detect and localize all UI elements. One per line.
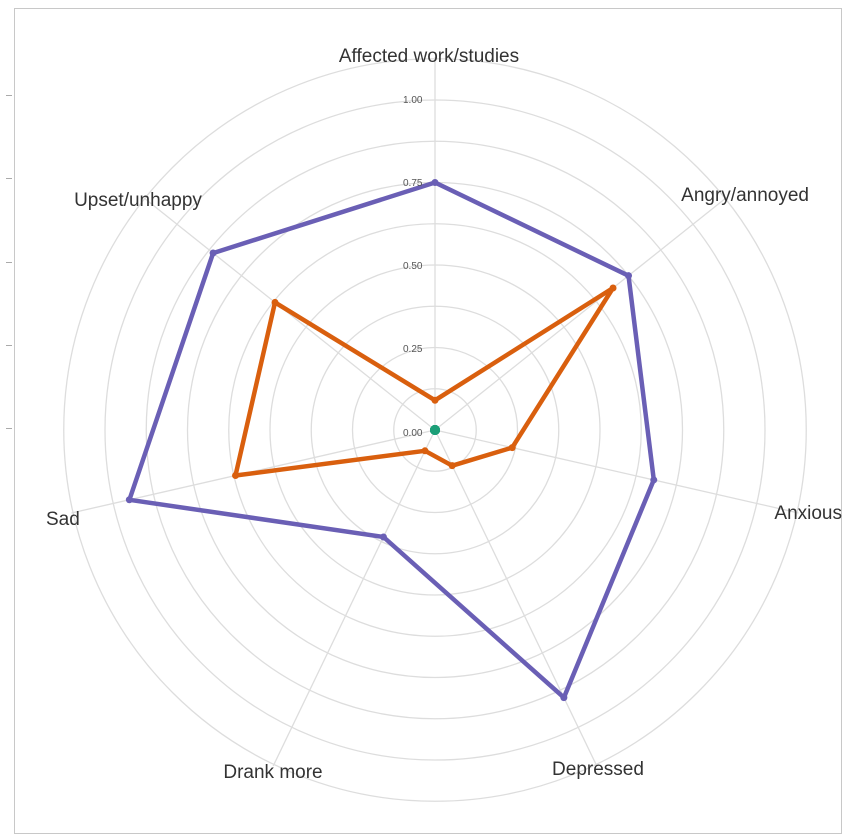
series-layer [125,179,658,702]
left-axis-tick [6,345,12,346]
radial-tick-label-1: 0.25 [403,344,423,355]
left-axis-tick [6,262,12,263]
series-0-point-2 [650,476,658,484]
series-1-point-2 [508,444,516,452]
series-0-point-0 [431,179,439,186]
axis-label-anxious: Anxious [774,503,842,524]
grid-spoke [143,196,436,431]
grid-spoke [434,429,799,514]
labels: Affected work/studies Angry/annoyed Anxi… [46,46,842,783]
series-0-point-6 [209,249,217,257]
grid-spoke [272,429,436,767]
series-0-point-3 [560,694,568,702]
radial-tick-label-3: 0.75 [403,178,423,189]
axis-label-depressed: Depressed [552,759,644,780]
series-0-point-4 [379,533,387,541]
axis-label-angry-annoyed: Angry/annoyed [681,185,809,206]
series-line-0 [127,180,657,700]
series-1-point-5 [232,472,240,480]
axis-label-sad: Sad [46,509,80,530]
series-line-1 [233,285,616,478]
left-axis-tick [6,95,12,96]
series-1-point-4 [421,447,429,455]
radial-tick-label-0: 0.00 [403,428,423,439]
grid-spoke [434,429,598,767]
left-axis-tick [6,428,12,429]
chart-frame [14,8,842,834]
series-0-point-1 [625,272,633,280]
series-0-point-5 [125,496,133,504]
radial-tick-label-2: 0.50 [403,261,423,272]
series-1-point-0 [431,396,439,404]
radial-tick-label-4: 1.00 [403,95,423,106]
series-1-point-6 [271,298,279,306]
axis-label-affected-work-studies: Affected work/studies [339,46,519,67]
axis-label-drank-more: Drank more [223,762,322,783]
series-1-point-3 [448,462,456,470]
series-2-point-6 [430,425,440,435]
left-axis-tick [6,178,12,179]
axis-label-upset-unhappy: Upset/unhappy [74,190,202,211]
grid-spoke [434,196,727,431]
series-1-point-1 [609,284,617,292]
left-axis-ticks [0,0,14,840]
